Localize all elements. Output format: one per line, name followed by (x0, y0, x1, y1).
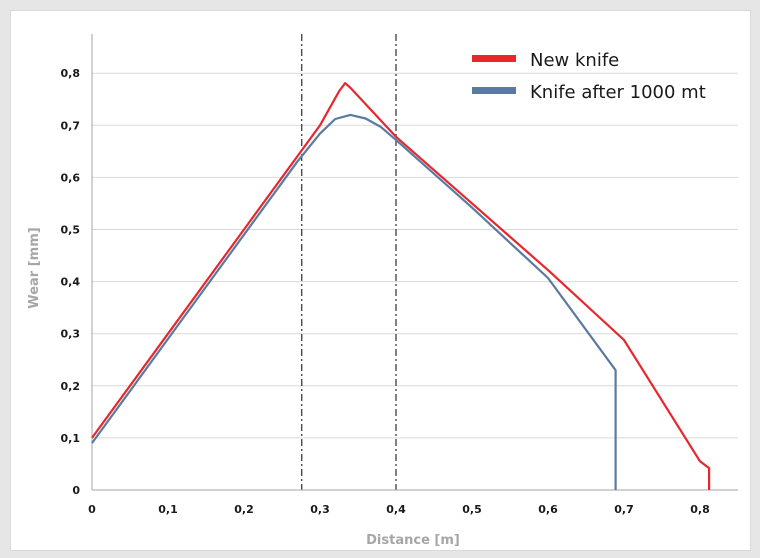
axis-layer (91, 34, 738, 491)
y-tick-label: 0,1 (61, 432, 81, 445)
x-tick-label: 0,5 (462, 503, 482, 516)
x-tick-label: 0,2 (234, 503, 254, 516)
x-tick-label: 0,7 (614, 503, 634, 516)
y-tick-label: 0,5 (61, 224, 81, 237)
y-tick-label: 0,8 (61, 67, 81, 80)
marker-layer (301, 34, 397, 490)
x-tick-label: 0,6 (538, 503, 558, 516)
legend-swatch-new-knife (472, 55, 516, 62)
x-tick-label: 0,8 (690, 503, 710, 516)
x-tick-label: 0 (88, 503, 96, 516)
legend-label-new-knife: New knife (530, 50, 619, 71)
x-tick-label: 0,4 (386, 503, 406, 516)
series-layer (91, 82, 711, 490)
series-line-new-knife (91, 82, 711, 490)
legend-label-knife-after-1000-mt: Knife after 1000 mt (530, 82, 706, 103)
legend-item-knife-after-1000-mt: Knife after 1000 mt (472, 82, 706, 103)
series-line-knife-after-1000-mt (91, 113, 617, 490)
legend-swatch-knife-after-1000-mt (472, 87, 516, 94)
y-tick-label: 0,7 (61, 119, 81, 132)
y-tick-label: 0,2 (61, 380, 81, 393)
y-tick-label: 0,6 (61, 171, 81, 184)
y-tick-label: 0 (72, 484, 80, 497)
y-tick-label: 0,3 (61, 328, 81, 341)
x-axis-title: Distance [m] (366, 533, 460, 548)
y-axis-title: Wear [mm] (27, 227, 42, 308)
chart-frame (10, 10, 751, 551)
legend-item-new-knife: New knife (472, 50, 619, 71)
y-tick-label: 0,4 (61, 276, 81, 289)
x-tick-label: 0,3 (310, 503, 330, 516)
x-tick-label: 0,1 (158, 503, 178, 516)
tick-layer: 0 0,1 0,2 0,3 0,4 0,5 0,6 0,7 0,8 0 0,1 0,2 0,3 0,4 0,… (61, 67, 710, 516)
grid-layer (92, 72, 738, 439)
legend: New knife Knife after 1000 mt (472, 50, 706, 103)
